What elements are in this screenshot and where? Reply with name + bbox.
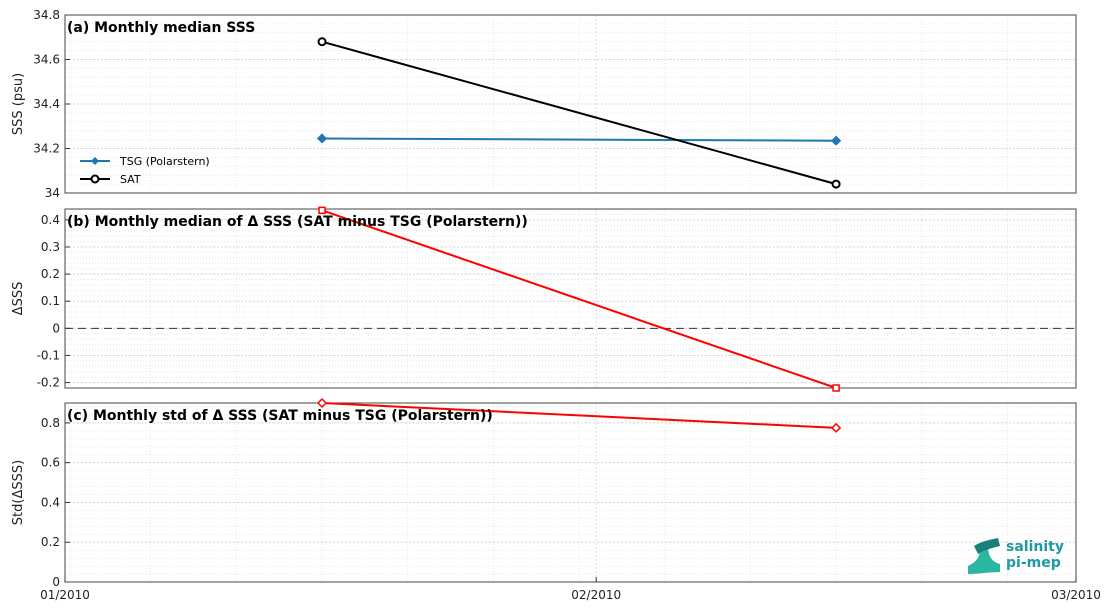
y-tick-label: 0.4 bbox=[41, 213, 60, 227]
legend-label: TSG (Polarstern) bbox=[119, 155, 210, 168]
panel-c: 0 0.2 0.4 0.6 0.8 (c) Monthly std of Δ SSS (S… bbox=[11, 397, 1077, 589]
logo-waves-icon-top bbox=[974, 538, 1000, 554]
data-point bbox=[318, 206, 326, 215]
axes-frame bbox=[64, 402, 1077, 583]
panel-title: (b) Monthly median of Δ SSS (SAT minus T… bbox=[67, 214, 528, 230]
x-axis: 01/2010 02/2010 03/2010 bbox=[40, 577, 1101, 602]
legend-marker bbox=[91, 157, 99, 165]
logo-line2: pi-mep bbox=[1006, 555, 1061, 571]
panel-a: 34 34.2 34.4 34.6 34.8 (a) Monthly median SSS… bbox=[11, 8, 1077, 200]
legend: TSG (Polarstern) SAT bbox=[80, 155, 210, 186]
y-tick-label: -0.1 bbox=[37, 348, 60, 362]
y-tick-label: 0.4 bbox=[41, 495, 60, 509]
y-axis-label: SSS (psu) bbox=[11, 73, 26, 135]
axes-frame bbox=[64, 208, 1077, 389]
legend-marker bbox=[90, 174, 100, 184]
series-line bbox=[321, 402, 837, 429]
data-point bbox=[831, 422, 842, 433]
data-point bbox=[316, 397, 328, 409]
y-tick-label: -0.2 bbox=[37, 376, 60, 390]
data-point bbox=[317, 37, 327, 47]
y-tick-label: 0 bbox=[52, 321, 60, 335]
chart-panels: 34 34.2 34.4 34.6 34.8 (a) Monthly median SSS… bbox=[11, 8, 1077, 589]
panel-b: -0.2 -0.1 0 0.1 0.2 0.3 0.4 (b) Monthly median … bbox=[11, 206, 1077, 392]
logo-waves-icon bbox=[968, 546, 1000, 574]
legend-label: SAT bbox=[120, 173, 141, 186]
panel-title: (c) Monthly std of Δ SSS (SAT minus TSG … bbox=[67, 408, 493, 424]
data-point bbox=[832, 384, 840, 392]
data-point bbox=[831, 179, 841, 189]
y-tick-label: 34.2 bbox=[33, 142, 60, 156]
y-tick-label: 34.6 bbox=[33, 53, 60, 67]
y-tick-label: 34 bbox=[45, 186, 60, 200]
y-tick-label: 34.8 bbox=[33, 8, 60, 22]
logo-line1: salinity bbox=[1006, 539, 1064, 555]
data-point bbox=[316, 133, 328, 144]
x-tick-label: 01/2010 bbox=[40, 588, 90, 602]
y-tick-label: 0.8 bbox=[41, 416, 60, 430]
panel-title: (a) Monthly median SSS bbox=[67, 20, 255, 36]
salinity-pi-mep-logo: salinity pi-mep bbox=[968, 538, 1064, 574]
axes-frame bbox=[64, 14, 1077, 194]
x-tick-label: 02/2010 bbox=[571, 588, 621, 602]
y-tick-label: 0.3 bbox=[41, 240, 60, 254]
series-line bbox=[321, 40, 837, 186]
x-tick-label: 03/2010 bbox=[1051, 588, 1101, 602]
series-line bbox=[322, 137, 837, 142]
y-tick-label: 0.6 bbox=[41, 456, 60, 470]
y-tick-label: 0.2 bbox=[41, 535, 60, 549]
y-tick-label: 0.1 bbox=[41, 294, 60, 308]
y-tick-label: 0.2 bbox=[41, 267, 60, 281]
series-line bbox=[321, 209, 837, 389]
y-tick-label: 34.4 bbox=[33, 97, 60, 111]
data-point bbox=[831, 135, 842, 146]
y-axis-label: ΔSSS bbox=[11, 282, 26, 316]
y-tick-label: 0 bbox=[52, 575, 60, 589]
y-axis-label: Std(ΔSSS) bbox=[11, 460, 26, 525]
